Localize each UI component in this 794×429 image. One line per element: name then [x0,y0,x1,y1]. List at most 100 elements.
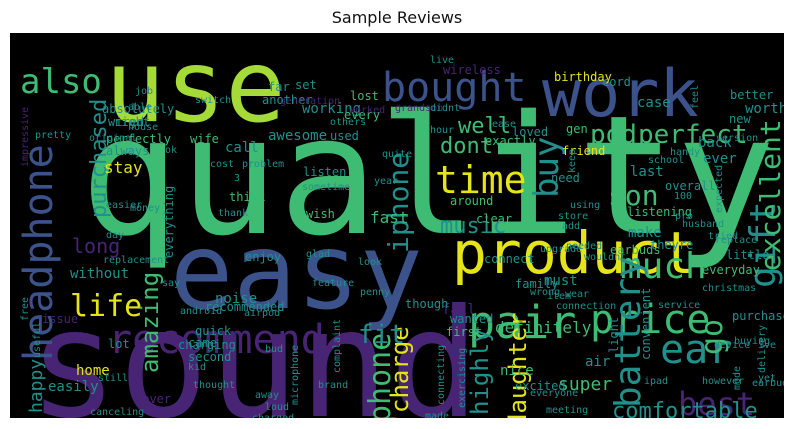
cloud-word-ease: ease [492,119,516,130]
cloud-word-quick: quick [195,324,232,338]
cloud-word-son: son [608,179,659,212]
cloud-word-away: away [255,390,279,401]
cloud-word-money: money [130,203,160,214]
cloud-word-airpod: airpod [244,308,280,319]
cloud-word-ok: ok [165,145,177,156]
cloud-word-issue: issue [42,312,78,326]
cloud-word-worked: worked [349,105,385,116]
cloud-word-long: long [72,234,120,258]
cloud-word-handy: handy [670,147,700,158]
cloud-word-loved: loved [512,125,548,139]
cloud-word-upgrade: upgrade [540,244,582,255]
cloud-word-purchase: purchase [732,309,784,323]
cloud-word-complaint: complaint [332,319,343,373]
cloud-word-christmas: christmas [702,283,756,294]
cloud-word-delivery: delivery [757,325,768,373]
cloud-word-buy: buy [527,137,567,198]
cloud-word-enjoy: enjoy [245,250,281,264]
cloud-word-friend: friend [562,144,605,158]
cloud-word-version: version [716,133,758,144]
cloud-word-pod: pod [590,120,637,150]
cloud-word-best: best [678,385,755,418]
cloud-word-charging: charging [178,338,236,352]
cloud-word-mode: mode [732,366,743,390]
cloud-word-thank: thank [218,208,248,219]
cloud-word-birthday: birthday [554,70,612,84]
cloud-word-highly: highly [466,328,494,415]
cloud-word-another: another [262,93,313,107]
cloud-word-convenient: convenient [639,288,653,360]
cloud-word-feel: feel [690,85,701,109]
cloud-word-school: school [648,155,684,166]
cloud-word-thought: thought [193,380,235,391]
cloud-word-connecting: connecting [436,345,447,405]
cloud-word-buying: buying [734,336,770,347]
cloud-word-husband: husband [682,219,724,230]
cloud-word-listen: listen [303,165,346,179]
cloud-word-new: new [729,112,751,126]
cloud-word-cost: cost [210,159,234,170]
cloud-word-problem: problem [242,159,284,170]
cloud-word-still: still [98,373,128,384]
cloud-word-pretty: pretty [35,130,71,141]
cloud-word-case: case [637,95,671,111]
cloud-word-sound: sound [28,278,480,418]
cloud-word-ipad: ipad [644,376,668,387]
cloud-word-time: time [435,158,527,202]
cloud-word-pair: pair [468,296,576,349]
cloud-word-comfortable: comfortable [612,399,758,418]
cloud-word-super: super [558,374,612,395]
cloud-word-also: also [20,62,102,102]
cloud-word-awesome: awesome [268,128,327,144]
cloud-word-brand: brand [318,380,348,391]
cloud-word-every: every [344,108,380,122]
cloud-word-everything: everything [162,186,176,258]
cloud-word-though: though [405,297,448,311]
cloud-word-little: little [726,248,769,262]
word-cloud: quality sound use easy work product bought head… [10,33,784,418]
cloud-word-air: air [585,354,610,370]
cloud-word-glad: glad [306,249,330,260]
cloud-word-store: store [558,211,588,222]
cloud-word-100: 100 [674,191,692,202]
cloud-word-connection: connection [556,301,616,312]
cloud-word-didnt: didnt [430,103,460,114]
cloud-word-house: house [128,122,158,133]
cloud-word-3: 3 [234,173,240,184]
cloud-word-price: price [590,297,710,343]
cloud-word-cord: cord [602,75,631,89]
cloud-word-look: look [358,257,382,268]
cloud-word-ear: ear [660,327,732,373]
cloud-word-clear: clear [476,212,512,226]
cloud-word-earbud: earbud [752,378,784,389]
cloud-word-wouldnt: wouldnt [584,252,626,263]
cloud-word-made: made [425,411,449,418]
cloud-word-bought: bought [382,65,527,111]
cloud-word-headphone: headphone [16,144,62,361]
cloud-word-absolutely: absolutely [102,102,174,116]
cloud-word-much: much [620,246,707,287]
cloud-word-ever: ever [703,151,737,167]
cloud-word-meeting: meeting [546,405,588,416]
cloud-word-keep: keep [567,149,578,173]
cloud-word-easier: easier [106,200,142,211]
cloud-word-go: go [695,319,730,355]
cloud-word-pro: pro [675,211,693,222]
cloud-word-happy: happy [26,359,47,413]
cloud-word-second: second [188,350,231,364]
cloud-word-daughter: daughter [504,312,532,418]
cloud-word-music: music [440,214,506,239]
cloud-word-light: light [607,317,621,353]
cloud-word-android: android [180,306,222,317]
cloud-word-canceling: canceling [90,407,144,418]
cloud-word-great: great [758,57,759,58]
cloud-word-say: say [162,278,180,289]
cloud-word-wanted: wanted [450,312,493,326]
cloud-word-wrong: wrong [530,287,560,298]
cloud-word-exercising: exercising [457,348,468,408]
cloud-word-day: day [106,230,124,241]
cloud-word-add: add [562,221,580,232]
cloud-word-loud: loud [265,402,289,413]
cloud-word-wired: wired [108,115,144,129]
cloud-word-overall: overall [665,179,716,193]
